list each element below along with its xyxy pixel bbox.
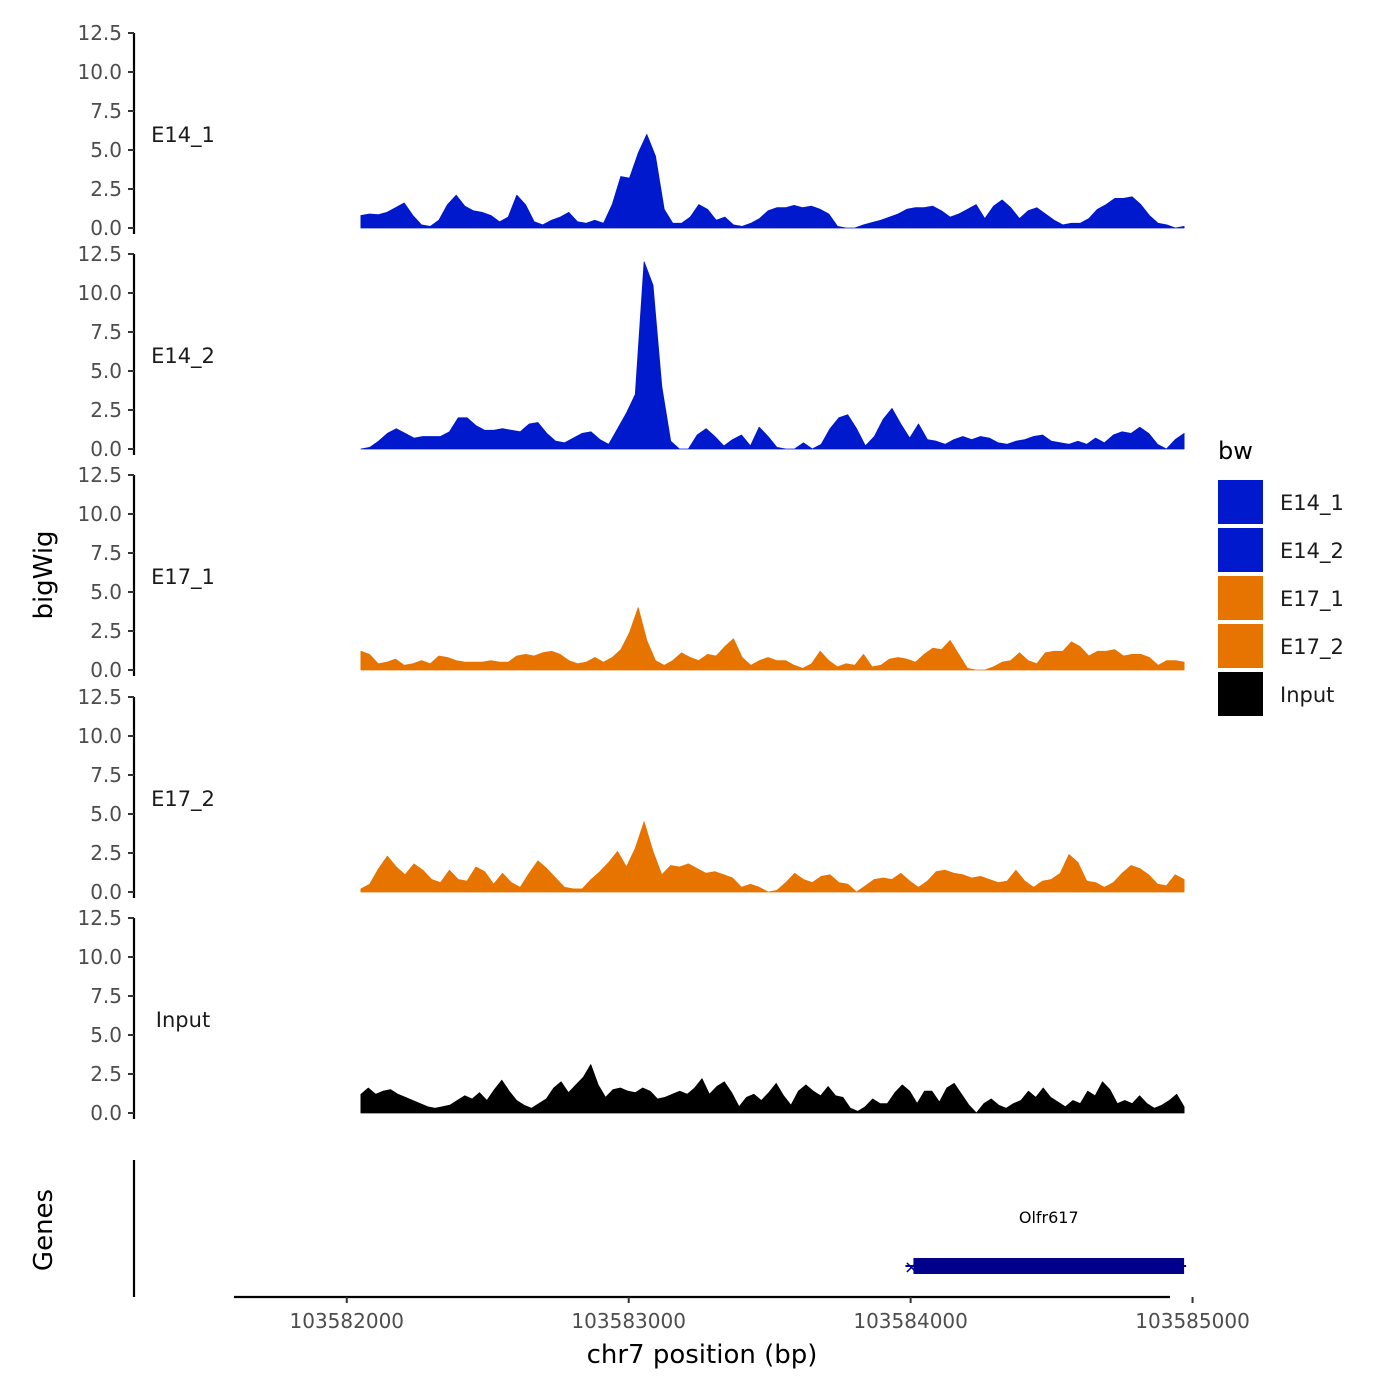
y-tick-label: 0.0 xyxy=(90,658,122,682)
y-tick-label: 7.5 xyxy=(90,99,122,123)
y-tick-label: 5.0 xyxy=(90,359,122,383)
y-tick-label: 5.0 xyxy=(90,580,122,604)
y-tick-label: 12.5 xyxy=(77,242,122,266)
y-tick-label: 7.5 xyxy=(90,763,122,787)
area-Input xyxy=(360,1064,1185,1114)
x-tick-label: 103583000 xyxy=(571,1309,686,1333)
legend-key-E14_2 xyxy=(1218,528,1263,572)
legend: bw E14_1 E14_2 E17_1 E17_2 Input xyxy=(1218,437,1344,716)
track-E14_1: 0.0 2.5 5.0 7.5 10.0 12.5 E14_1 xyxy=(77,21,1185,240)
track-Input: 0.0 2.5 5.0 7.5 10.0 12.5 Input xyxy=(77,906,1185,1125)
legend-key-Input xyxy=(1218,672,1263,716)
area-E17_1 xyxy=(360,607,1185,671)
legend-label: Input xyxy=(1280,683,1334,707)
legend-label: E14_2 xyxy=(1280,539,1344,564)
y-tick-label: 10.0 xyxy=(77,502,122,526)
gene-strand-marker: × xyxy=(904,1257,919,1278)
y-tick-label: 7.5 xyxy=(90,541,122,565)
x-axis-title: chr7 position (bp) xyxy=(587,1340,818,1370)
legend-label: E17_1 xyxy=(1280,587,1344,612)
y-tick-label: 0.0 xyxy=(90,1101,122,1125)
y-tick-label: 5.0 xyxy=(90,1023,122,1047)
y-tick-label: 12.5 xyxy=(77,463,122,487)
legend-label: E14_1 xyxy=(1280,491,1344,516)
y-tick-label: 7.5 xyxy=(90,320,122,344)
legend-key-E17_1 xyxy=(1218,576,1263,620)
x-tick-label: 103582000 xyxy=(290,1309,405,1333)
y-tick-label: 2.5 xyxy=(90,177,122,201)
y-tick-label: 2.5 xyxy=(90,619,122,643)
x-axis: 103582000 103583000 103584000 103585000 xyxy=(234,1295,1250,1333)
y-tick-label: 2.5 xyxy=(90,398,122,422)
x-tick-label: 103584000 xyxy=(853,1309,968,1333)
y-tick-label: 5.0 xyxy=(90,138,122,162)
track-E17_2: 0.0 2.5 5.0 7.5 10.0 12.5 E17_2 xyxy=(77,685,1185,904)
y-tick-label: 5.0 xyxy=(90,802,122,826)
y-tick-label: 2.5 xyxy=(90,841,122,865)
y-axis-title: bigWig xyxy=(29,530,59,619)
y-tick-label: 10.0 xyxy=(77,281,122,305)
area-E14_1 xyxy=(360,134,1185,229)
bigwig-tracks: 0.0 2.5 5.0 7.5 10.0 12.5 E14_1 0.0 2.5 5.0 7.5 10.… xyxy=(77,21,1185,1125)
y-tick-label: 0.0 xyxy=(90,216,122,240)
track-E17_1: 0.0 2.5 5.0 7.5 10.0 12.5 E17_1 xyxy=(77,463,1185,682)
track-label: E14_2 xyxy=(151,344,215,369)
legend-title: bw xyxy=(1218,437,1253,465)
y-tick-label: 10.0 xyxy=(77,60,122,84)
legend-key-E17_2 xyxy=(1218,624,1263,668)
genes-panel: × Olfr617 xyxy=(132,1160,1187,1297)
y-tick-label: 10.0 xyxy=(77,945,122,969)
y-tick-label: 7.5 xyxy=(90,984,122,1008)
track-E14_2: 0.0 2.5 5.0 7.5 10.0 12.5 E14_2 xyxy=(77,242,1185,461)
legend-key-E14_1 xyxy=(1218,480,1263,524)
y-tick-label: 12.5 xyxy=(77,906,122,930)
y-tick-label: 0.0 xyxy=(90,437,122,461)
legend-label: E17_2 xyxy=(1280,635,1344,660)
x-tick-label: 103585000 xyxy=(1135,1309,1250,1333)
y-tick-label: 2.5 xyxy=(90,1062,122,1086)
genes-axis-title: Genes xyxy=(29,1189,59,1271)
y-tick-label: 10.0 xyxy=(77,724,122,748)
y-tick-label: 0.0 xyxy=(90,880,122,904)
gene-label: Olfr617 xyxy=(1019,1208,1079,1227)
y-tick-label: 12.5 xyxy=(77,685,122,709)
area-E17_2 xyxy=(360,821,1185,893)
y-tick-label: 12.5 xyxy=(77,21,122,45)
area-E14_2 xyxy=(360,261,1185,450)
track-label: E17_1 xyxy=(151,565,215,590)
track-label: Input xyxy=(156,1008,210,1032)
track-label: E14_1 xyxy=(151,123,215,148)
track-label: E17_2 xyxy=(151,787,215,812)
